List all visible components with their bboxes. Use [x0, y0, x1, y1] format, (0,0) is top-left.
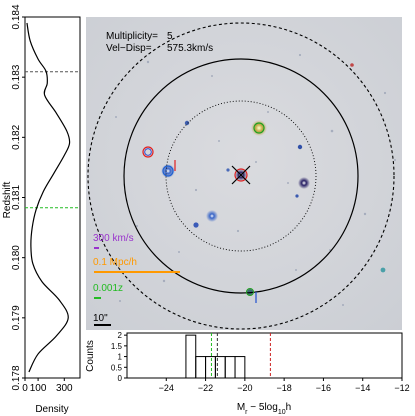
density-x-label: Density [35, 404, 68, 415]
background-specks [115, 53, 396, 306]
histogram-y-ticks: 0 0.51 1.5 2 [111, 331, 127, 383]
histogram-x-tick-label: −22 [198, 383, 213, 393]
density-y-label: Redshift [2, 181, 13, 218]
member-marker-green [253, 122, 265, 134]
density-x-tick-label: 0 [22, 383, 28, 394]
density-y-tick-label: 0.181 [11, 185, 22, 210]
density-y-tick-label: 0.183 [11, 64, 22, 89]
histogram-x-tick-label: −12 [394, 383, 409, 393]
veldisp-label: Vel−Disp= [106, 43, 152, 54]
member-galaxy [247, 289, 253, 295]
multiplicity-label: Multiplicity= [106, 31, 158, 42]
svg-text:0.001z: 0.001z [93, 283, 123, 294]
histogram-x-label: Mr − 5log10h [237, 402, 291, 416]
histogram-bar [224, 356, 236, 379]
histogram-reference-lines [210, 333, 271, 378]
scale-bar-redshift: 0.001z [93, 283, 123, 299]
svg-text:10": 10" [93, 313, 108, 324]
histogram-x-tick-label: −24 [159, 383, 174, 393]
inner-dotted-circle [165, 100, 317, 252]
density-x-ticks: 0 100 300 [22, 378, 73, 394]
histogram-bars [185, 334, 246, 379]
histogram-x-tick-label: −20 [237, 383, 252, 393]
scale-bar-velocity: 300 km/s [93, 233, 134, 249]
density-x-tick-label: 300 [56, 383, 73, 394]
blue-star [184, 120, 190, 126]
histogram-frame [126, 332, 403, 379]
density-y-tick-label: 0.179 [11, 305, 22, 330]
histogram-y-label: Counts [85, 340, 96, 372]
histogram-panel: 0 0.51 1.5 2 −24 −22 −20 −18 −16 −14 −12 Counts M… [85, 331, 410, 415]
solid-circle [123, 58, 359, 294]
bcg-cross-marker [231, 165, 251, 185]
histogram-x-tick-label: −18 [277, 383, 292, 393]
density-y-tick-label: 0.180 [11, 245, 22, 270]
member-marker-blue [162, 165, 174, 177]
blue-star [206, 210, 218, 222]
density-panel: 0.178 0.179 0.180 0.181 0.182 0.183 0.184 0 100… [2, 4, 81, 415]
member-marker-red [142, 146, 154, 158]
outer-dashed-circle [87, 22, 395, 330]
histogram-y-tick-label: 1.5 [111, 342, 123, 351]
histogram-bar [234, 356, 246, 379]
density-y-ticks: 0.178 0.179 0.180 0.181 0.182 0.183 0.184 [11, 4, 25, 391]
red-star [350, 63, 354, 67]
density-y-tick-label: 0.178 [11, 365, 22, 390]
density-curve [26, 22, 71, 373]
histogram-bar [205, 356, 216, 379]
density-frame [24, 16, 81, 379]
histogram-y-tick-label: 2 [118, 331, 123, 340]
histogram-bar [185, 334, 197, 379]
scale-bar-distance: 0.1 Mpc/h [93, 257, 180, 273]
histogram-y-tick-label: 0 [118, 374, 123, 383]
yellow-galaxy [251, 120, 267, 136]
member-marker-green [246, 288, 254, 296]
sky-objects [87, 22, 396, 330]
histogram-x-tick-label: −16 [316, 383, 331, 393]
member-marker-blue [144, 148, 152, 156]
sky-image: Multiplicity= 5 Vel−Disp= 575.3km/s 300 … [86, 17, 402, 330]
blue-star [297, 144, 303, 150]
blue-star [226, 168, 230, 172]
histogram-y-tick-label: 1 [118, 353, 123, 362]
histogram-bar [195, 356, 207, 379]
density-y-tick-label: 0.182 [11, 124, 22, 149]
histogram-y-tick-label: 0.5 [111, 363, 123, 372]
blue-star [295, 194, 299, 198]
histogram-x-tick-label: −14 [355, 383, 370, 393]
scale-bar-angle: 10" [93, 313, 111, 326]
blue-star [193, 222, 199, 228]
density-x-tick-label: 100 [30, 383, 47, 394]
density-reference-lines [25, 71, 80, 209]
multiplicity-value: 5 [167, 31, 173, 42]
svg-text:0.1 Mpc/h: 0.1 Mpc/h [93, 257, 137, 268]
density-y-tick-label: 0.184 [11, 4, 22, 29]
teal-star [380, 267, 386, 273]
veldisp-value: 575.3km/s [167, 43, 213, 54]
svg-text:300 km/s: 300 km/s [93, 233, 134, 244]
histogram-x-ticks: −24 −22 −20 −18 −16 −14 −12 [159, 378, 410, 393]
purple-galaxy [298, 177, 310, 189]
